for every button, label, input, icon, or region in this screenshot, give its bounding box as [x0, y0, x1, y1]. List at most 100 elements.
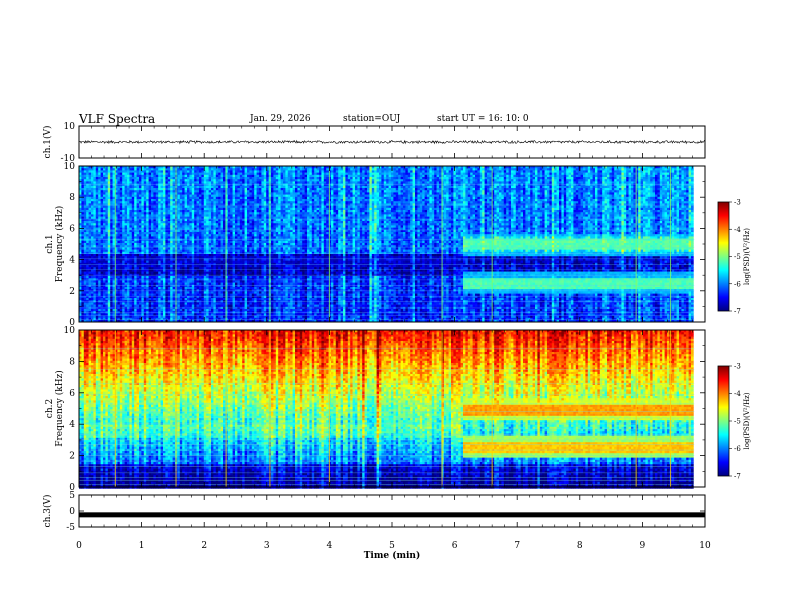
ch1-spectrogram-cell: [242, 201, 245, 204]
ch1-spectrogram-cell: [103, 276, 106, 279]
ch1-spectrogram-cell: [81, 214, 85, 217]
ch1-spectrogram-cell: [83, 216, 87, 220]
ch1-spectrogram-cell: [124, 278, 128, 281]
ch1-spectrogram-cell: [105, 234, 109, 237]
ch1-spectrogram-cell: [139, 262, 142, 266]
ch1-spectrogram-cell: [235, 203, 238, 206]
ch1-spectrogram-cell: [79, 291, 82, 294]
ch1-spectrogram-cell: [146, 315, 149, 319]
ch1-spectrogram-cell: [134, 174, 137, 178]
ch1-spectrogram-cell: [237, 179, 241, 182]
ch1-spectrogram-cell: [182, 245, 185, 248]
ch1-spectrogram-cell: [146, 221, 149, 224]
ch1-spectrogram-cell: [143, 174, 147, 178]
ch1-spectrogram-cell: [199, 192, 202, 195]
ch1-spectrogram-cell: [112, 262, 116, 266]
ch1-spectrogram-cell: [177, 267, 181, 270]
ch1-spectrogram-cell: [86, 306, 89, 310]
ch1-spectrogram-cell: [177, 192, 181, 195]
ch1-spectrogram-cell: [93, 271, 97, 275]
ch1-spectrogram-cell: [143, 201, 147, 204]
ch1-spectrogram-cell: [136, 278, 140, 281]
ch1-spectrogram-cell: [151, 258, 154, 261]
ch1-spectrogram-cell: [187, 287, 190, 290]
ch1-spectrogram-cell: [83, 260, 87, 264]
ch1-spectrogram-cell: [160, 273, 164, 277]
ch1-spectrogram-cell: [103, 218, 106, 222]
ch1-spectrogram-cell: [129, 168, 133, 171]
ch1-spectrogram-cell: [98, 251, 101, 255]
ch1-spectrogram-cell: [105, 273, 109, 277]
ch1-spectrogram-cell: [83, 300, 87, 303]
ch1-spectrogram-cell: [165, 172, 169, 176]
ch1-spectrogram-cell: [117, 243, 121, 246]
ch1-spectrogram-cell: [95, 278, 99, 281]
ch1-spectrogram-cell: [100, 287, 104, 290]
ch1-spectrogram-cell: [105, 287, 109, 290]
ch1-spectrogram-cell: [119, 291, 123, 294]
ch1-spectrogram-cell: [148, 273, 152, 277]
ch1-spectrogram-cell: [110, 280, 113, 283]
ch1-spectrogram-cell: [129, 256, 133, 259]
ch1-spectrogram-cell: [182, 207, 185, 211]
ch1-spectrogram-cell: [167, 306, 171, 310]
ch1-spectrogram-cell: [213, 278, 217, 281]
ch1-spectrogram-cell: [167, 205, 171, 209]
ch1-spectrogram-cell: [194, 229, 197, 233]
ch1-spectrogram-cell: [199, 271, 202, 275]
ch1-spectrogram-cell: [105, 196, 109, 200]
ch1-spectrogram-cell: [242, 251, 245, 255]
ch1-spectrogram-cell: [215, 254, 219, 257]
ch1-spectrogram-cell: [119, 311, 123, 314]
ch1-spectrogram-cell: [93, 236, 97, 239]
ch1-spectrogram-cell: [107, 280, 111, 283]
ch1-spectrogram-cell: [86, 265, 89, 268]
ch1-spectrogram-cell: [184, 183, 188, 187]
ch1-spectrogram-cell: [242, 243, 245, 246]
ch1-spectrogram-cell: [79, 210, 82, 213]
ch1-spectrogram-cell: [88, 289, 92, 292]
ch1-spectrogram-cell: [107, 210, 111, 213]
ch1-spectrogram-cell: [189, 262, 193, 266]
ch1-spectrogram-cell: [196, 199, 200, 202]
ch1-spectrogram-cell: [206, 221, 209, 224]
ch1-spectrogram-cell: [117, 210, 121, 213]
ch1-spectrogram-cell: [100, 278, 104, 281]
ch1-spectrogram-cell: [163, 256, 166, 259]
ch1-spectrogram-cell: [98, 256, 101, 259]
ch1-spectrogram-cell: [129, 238, 133, 242]
ch1-spectrogram-cell: [165, 203, 169, 206]
ch1-spectrogram-cell: [124, 243, 128, 246]
ch1-spectrogram-cell: [112, 254, 116, 257]
ch1-spectrogram-cell: [182, 251, 185, 255]
ch1-spectrogram-cell: [148, 207, 152, 211]
ch1-spectrogram-cell: [160, 194, 164, 198]
ch1-spectrogram-cell: [201, 293, 205, 297]
ch1-spectrogram-cell: [141, 212, 145, 215]
ch1-spectrogram-cell: [160, 223, 164, 226]
ch1-spectrogram-cell: [235, 240, 238, 244]
ch1-spectrogram-cell: [155, 236, 159, 239]
ch1-spectrogram-cell: [131, 234, 135, 237]
ch1-spectrogram-cell: [103, 300, 106, 303]
ch1-spectrogram-cell: [112, 276, 116, 279]
ch1-spectrogram-cell: [170, 212, 173, 215]
ch1-spectrogram-cell: [163, 203, 166, 206]
ch1-spectrogram-cell: [194, 289, 197, 292]
ch1-spectrogram-cell: [151, 260, 154, 264]
ch1-spectrogram-cell: [98, 201, 101, 204]
ch1-spectrogram-cell: [107, 245, 111, 248]
ch1-spectrogram-cell: [220, 199, 224, 202]
ch1-spectrogram-cell: [119, 271, 123, 275]
ch1-spectrogram-cell: [93, 245, 97, 248]
ch1-spectrogram-cell: [191, 262, 195, 266]
ch1-spectrogram-cell: [100, 188, 104, 191]
ch1-spectrogram-cell: [177, 214, 181, 217]
ch1-spectrogram-cell: [211, 282, 214, 286]
ch1-spectrogram-cell: [163, 300, 166, 303]
ch1-spectrogram-cell: [124, 258, 128, 261]
ch1-spectrogram-cell: [122, 185, 125, 189]
ch1-spectrogram-cell: [184, 262, 188, 266]
ch1-spectrogram-cell: [196, 254, 200, 257]
ch1-spectrogram-cell: [146, 203, 149, 206]
